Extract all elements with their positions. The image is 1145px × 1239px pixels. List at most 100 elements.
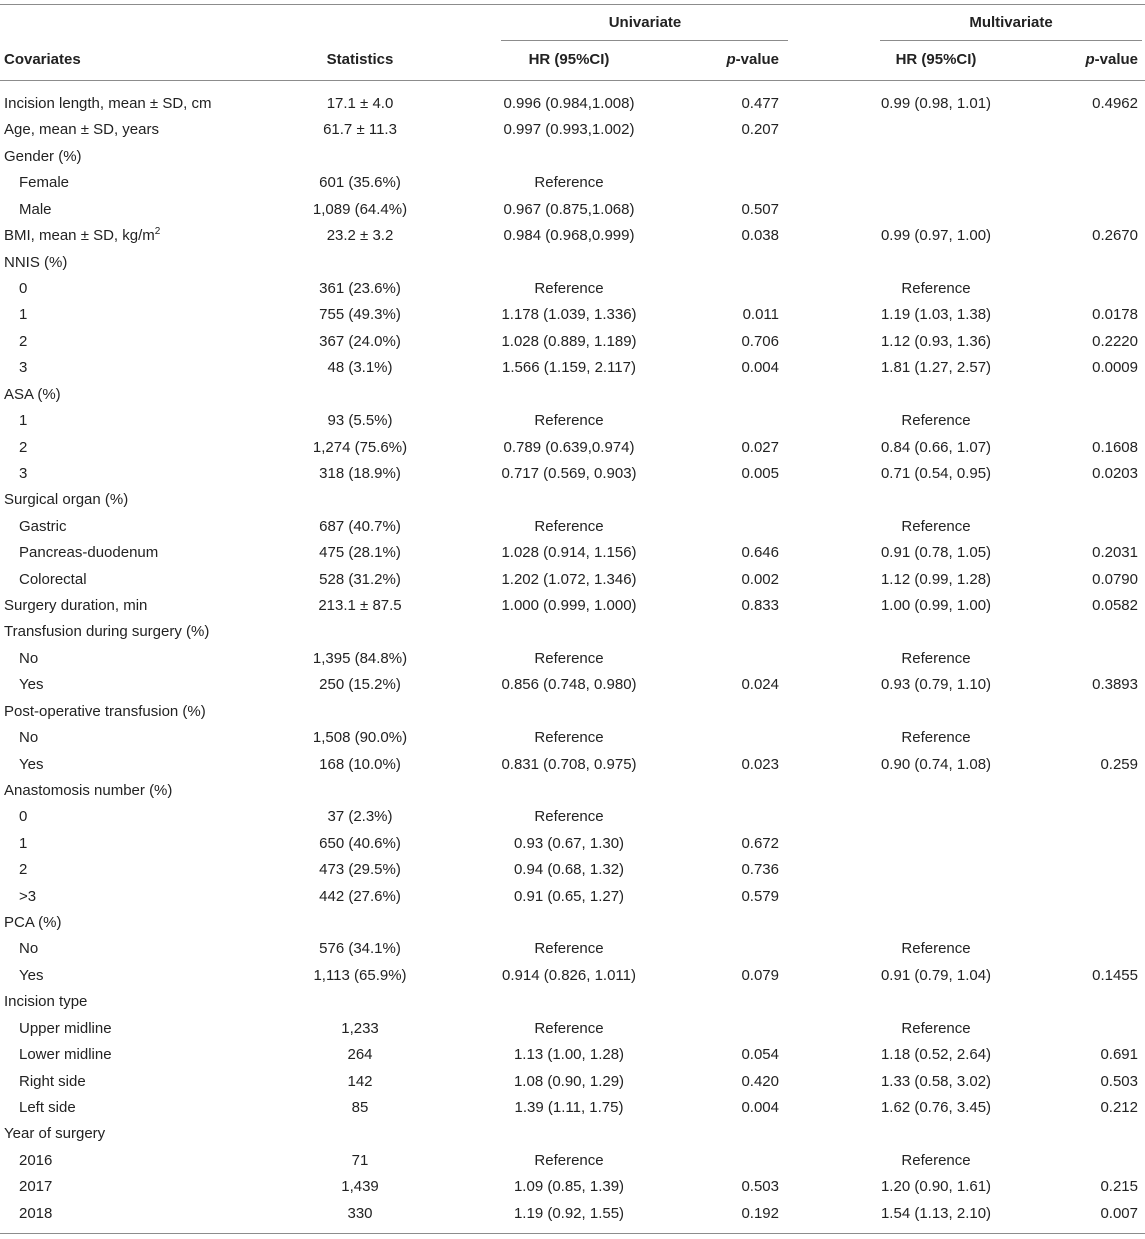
statistics-cell: 61.7 ± 11.3 — [323, 117, 397, 143]
univariate-p-value-cell: 0.507 — [741, 197, 779, 223]
multivariate-p-value-cell-text: 0.3893 — [1092, 676, 1138, 694]
statistics-cell-text: 168 (10.0%) — [319, 755, 401, 773]
statistics-cell: 250 (15.2%) — [319, 672, 401, 698]
univariate-p-value-cell-text: 0.004 — [741, 1099, 779, 1116]
covariate-cell-text: 3 — [19, 359, 28, 377]
covariate-cell: Yes — [19, 963, 43, 989]
multivariate-hr-cell-text: 0.99 (0.98, 1.01) — [880, 95, 992, 112]
univariate-hr-cell: Reference — [534, 276, 603, 302]
univariate-p-value-cell: 0.672 — [741, 831, 779, 857]
covariate-cell: Surgical organ (%) — [4, 487, 128, 513]
covariate-cell-text: No — [19, 940, 39, 958]
covariate-cell: No — [19, 725, 38, 751]
table-top-rule — [0, 4, 1145, 5]
statistics-cell: 367 (24.0%) — [319, 329, 401, 355]
covariate-cell: ASA (%) — [4, 382, 61, 408]
statistics-cell: 601 (35.6%) — [319, 170, 401, 196]
table-row: No 1,508 (90.0%) Reference Reference — [0, 725, 1145, 751]
statistics-cell: 528 (31.2%) — [319, 567, 401, 593]
multivariate-hr-cell-text: Reference — [901, 279, 971, 297]
univariate-hr-cell-text: Reference — [534, 729, 604, 747]
statistics-cell: 475 (28.1%) — [319, 540, 401, 566]
table-row: Age, mean ± SD, years 61.7 ± 11.3 0.997 (0… — [0, 117, 1145, 143]
univariate-hr-cell: 0.997 (0.993,1.002) — [504, 117, 635, 143]
covariate-cell: 2018 — [19, 1201, 52, 1227]
multivariate-hr-cell-text: Reference — [901, 649, 971, 667]
covariate-cell-text: Surgical organ (%) — [4, 491, 129, 509]
multivariate-p-value-cell-text: 0.215 — [1100, 1178, 1138, 1196]
p-italic: p — [726, 51, 736, 68]
multivariate-hr-cell: 1.19 (1.03, 1.38) — [881, 302, 991, 328]
univariate-hr-cell: 1.028 (0.914, 1.156) — [501, 540, 636, 566]
multivariate-hr-cell: 0.91 (0.78, 1.05) — [881, 540, 991, 566]
statistics-cell-text: 142 — [347, 1072, 373, 1090]
table-row: Colorectal 528 (31.2%) 1.202 (1.072, 1.346… — [0, 567, 1145, 593]
covariate-cell-text: Incision length, mean ± SD, cm — [4, 95, 212, 112]
covariate-cell-text: Right side — [19, 1072, 86, 1090]
multivariate-hr-cell: 1.54 (1.13, 2.10) — [881, 1201, 991, 1227]
covariate-cell: Gender (%) — [4, 144, 82, 170]
univariate-hr-cell: Reference — [534, 646, 603, 672]
univariate-hr-cell: 1.566 (1.159, 2.117) — [502, 355, 636, 381]
univariate-p-value-cell: 0.038 — [741, 223, 779, 249]
univariate-p-value-cell: 0.054 — [741, 1042, 779, 1068]
statistics-cell: 48 (3.1%) — [327, 355, 392, 381]
multivariate-p-value-cell: 0.691 — [1100, 1042, 1138, 1068]
multivariate-p-value-cell: 0.0178 — [1092, 302, 1138, 328]
multivariate-hr-cell: Reference — [901, 514, 970, 540]
statistics-cell: 1,274 (75.6%) — [313, 435, 407, 461]
table-row: 1 93 (5.5%) Reference Reference — [0, 408, 1145, 434]
covariate-cell: Post-operative transfusion (%) — [4, 699, 206, 725]
covariate-cell-text: Transfusion during surgery (%) — [4, 623, 210, 641]
covariate-cell-text: Female — [19, 174, 70, 192]
covariate-cell: Incision type — [4, 989, 87, 1015]
covariate-cell-text: Colorectal — [19, 570, 87, 588]
table-row: 2018 330 1.19 (0.92, 1.55) 0.192 1.54 (1.13,… — [0, 1201, 1145, 1227]
table-row: Anastomosis number (%) — [0, 778, 1145, 804]
univariate-hr-cell-text: 0.717 (0.569, 0.903) — [501, 464, 637, 482]
statistics-cell: 168 (10.0%) — [319, 752, 401, 778]
univariate-hr-cell: 1.08 (0.90, 1.29) — [514, 1069, 624, 1095]
multivariate-p-value-cell-text: 0.2031 — [1092, 544, 1138, 562]
covariate-cell: NNIS (%) — [4, 250, 67, 276]
statistics-cell-text: 1,089 (64.4%) — [312, 200, 408, 218]
multivariate-p-value-cell: 0.212 — [1100, 1095, 1138, 1121]
univariate-hr-cell-text: 0.997 (0.993,1.002) — [503, 121, 635, 139]
statistics-cell-text: 61.7 ± 11.3 — [323, 121, 397, 139]
multivariate-hr-cell-text: 0.99 (0.97, 1.00) — [880, 227, 992, 245]
multivariate-p-value-cell-text: 0.4962 — [1092, 95, 1138, 112]
covariate-cell-text: Lower midline — [19, 1046, 112, 1064]
univariate-hr-cell: 1.39 (1.11, 1.75) — [515, 1095, 624, 1121]
univariate-p-value-cell: 0.503 — [741, 1174, 779, 1200]
multivariate-hr-cell-text: Reference — [901, 1151, 971, 1169]
covariate-cell-text: Left side — [19, 1099, 76, 1116]
multivariate-p-value-cell: 0.0009 — [1092, 355, 1138, 381]
covariate-cell: 2017 — [19, 1174, 52, 1200]
covariate-cell-text: Upper midline — [19, 1019, 112, 1037]
univariate-hr-cell: 1.178 (1.039, 1.336) — [501, 302, 636, 328]
covariate-cell: 3 — [19, 461, 27, 487]
multivariate-hr-cell: 0.91 (0.79, 1.04) — [881, 963, 991, 989]
univariate-hr-cell: 0.996 (0.984,1.008) — [504, 91, 635, 117]
statistics-cell: 85 — [352, 1095, 369, 1121]
multivariate-group-rule — [880, 40, 1142, 41]
univariate-p-value-cell: 0.420 — [741, 1069, 779, 1095]
table-row: Right side 142 1.08 (0.90, 1.29) 0.420 1.33 … — [0, 1069, 1145, 1095]
covariate-cell: Colorectal — [19, 567, 87, 593]
table-row: BMI, mean ± SD, kg/m2 23.2 ± 3.2 0.984 (0.… — [0, 223, 1145, 249]
table-row: 0 361 (23.6%) Reference Reference — [0, 276, 1145, 302]
multivariate-hr-cell: Reference — [901, 646, 970, 672]
univariate-p-value-cell-text: 0.027 — [741, 438, 779, 456]
p-italic: p — [1085, 51, 1095, 68]
univariate-group-header: Univariate — [608, 14, 682, 31]
univariate-hr-cell-text: Reference — [534, 1019, 604, 1037]
statistics-cell: 1,089 (64.4%) — [313, 197, 407, 223]
multivariate-hr-cell: Reference — [901, 1016, 970, 1042]
statistics-cell-text: 318 (18.9%) — [319, 464, 401, 482]
multivariate-p-value-cell-text: 0.0009 — [1092, 359, 1138, 377]
multivariate-hr-cell-text: 1.00 (0.99, 1.00) — [880, 597, 992, 614]
covariate-cell-text: 1 — [19, 306, 28, 324]
covariate-cell-text: Yes — [19, 755, 44, 773]
covariate-cell-text: Post-operative transfusion (%) — [4, 702, 206, 720]
univariate-hr-cell-text: Reference — [534, 412, 604, 429]
